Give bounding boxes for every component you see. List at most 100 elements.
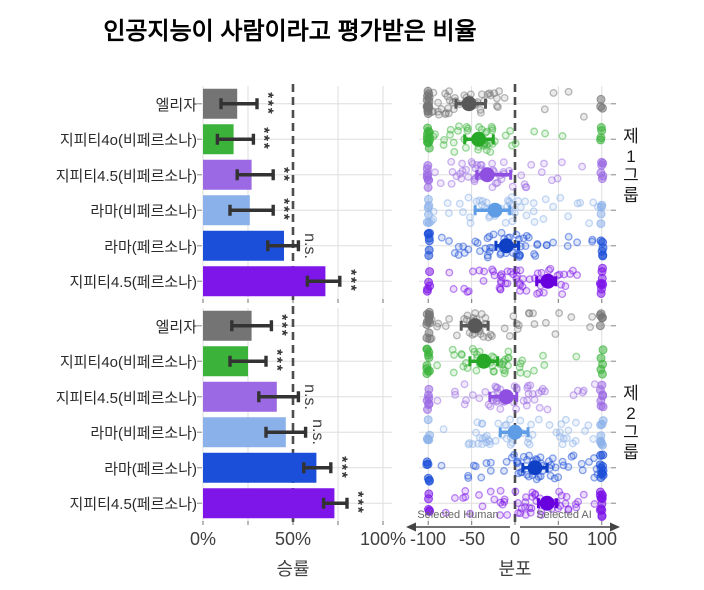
- scatter-point: [433, 361, 442, 370]
- axis-title-distribution: 분포: [498, 559, 532, 579]
- scatter-point: [573, 386, 582, 395]
- x-tick-label: 50: [547, 529, 569, 549]
- scatter-point: [571, 418, 580, 427]
- scatter-point: [512, 405, 521, 413]
- scatter-point: [597, 439, 606, 449]
- scatter-point: [595, 385, 605, 395]
- scatter-point: [519, 452, 528, 461]
- scatter-point: [445, 268, 454, 277]
- scatter-point: [485, 232, 494, 241]
- scatter-point: [513, 271, 521, 280]
- scatter-point: [509, 312, 518, 321]
- scatter-point: [467, 157, 476, 166]
- scatter-point: [516, 281, 524, 290]
- scatter-point: [597, 126, 607, 136]
- group-label: 제 1 그 룹: [623, 127, 639, 205]
- scatter-point: [516, 359, 525, 368]
- scatter-point: [517, 171, 526, 180]
- scatter-point: [475, 394, 484, 403]
- scatter-point: [513, 459, 522, 468]
- scatter-point: [539, 288, 548, 297]
- significance-marker: ***: [333, 456, 351, 480]
- scatter-point: [511, 487, 520, 496]
- scatter-point: [474, 439, 482, 448]
- scatter-point: [513, 325, 522, 333]
- scatter-point: [496, 285, 505, 294]
- scatter-point: [564, 462, 573, 471]
- scatter-point: [545, 266, 553, 275]
- scatter-point: [422, 369, 432, 379]
- scatter-point: [489, 367, 498, 376]
- scatter-point: [485, 440, 494, 449]
- scatter-point: [561, 282, 570, 291]
- scatter-point: [447, 179, 456, 188]
- significance-marker: ***: [259, 92, 277, 116]
- direction-label-selected-human: Selected Human: [417, 509, 499, 521]
- scatter-point: [450, 387, 459, 396]
- scatter-point: [516, 416, 525, 425]
- scatter-point: [468, 391, 477, 400]
- scatter-point: [433, 396, 442, 405]
- scatter-point: [460, 380, 469, 389]
- scatter-point: [464, 287, 473, 296]
- scatter-point: [537, 510, 546, 519]
- scatter-point: [564, 232, 573, 241]
- scatter-point: [589, 434, 598, 443]
- scatter-point: [424, 494, 433, 504]
- scatter-point: [458, 159, 467, 168]
- significance-marker: ***: [268, 349, 286, 373]
- scatter-point: [512, 250, 521, 259]
- scatter-point: [464, 471, 473, 480]
- scatter-point: [486, 91, 495, 100]
- scatter-point: [466, 219, 475, 228]
- scatter-point: [508, 182, 517, 191]
- scatter-point: [554, 473, 563, 482]
- scatter-point: [514, 499, 522, 507]
- scatter-point: [461, 487, 470, 495]
- scatter-point: [597, 279, 607, 288]
- scatter-point: [450, 249, 459, 257]
- scatter-point: [598, 313, 607, 323]
- mean-dot: [476, 353, 492, 369]
- category-label: 지피티4.5(비페르소나): [55, 168, 197, 185]
- scatter-point: [481, 433, 490, 442]
- scatter-point: [496, 511, 504, 520]
- scatter-point: [527, 420, 536, 429]
- scatter-point: [557, 158, 566, 167]
- scatter-point: [579, 490, 588, 499]
- category-label: 라마(비페르소나): [90, 425, 197, 442]
- scatter-point: [564, 212, 573, 221]
- scatter-point: [424, 251, 434, 260]
- scatter-point: [598, 450, 608, 460]
- scatter-point: [597, 200, 607, 210]
- mean-dot: [539, 495, 555, 511]
- bar: [203, 488, 335, 519]
- scatter-point: [424, 143, 434, 153]
- scatter-point: [424, 233, 434, 243]
- scatter-point: [596, 209, 606, 219]
- scatter-point: [441, 322, 450, 331]
- scatter-point: [464, 172, 473, 181]
- category-label: 지피티4.5(페르소나): [69, 496, 197, 513]
- scatter-point: [501, 218, 510, 227]
- scatter-point: [506, 126, 515, 135]
- scatter-point: [468, 267, 477, 276]
- scatter-point: [477, 310, 486, 318]
- scatter-point: [561, 415, 570, 424]
- scatter-point: [465, 439, 474, 448]
- scatter-point: [445, 237, 453, 245]
- scatter-point: [478, 419, 486, 428]
- scatter-point: [543, 405, 552, 414]
- scatter-point: [448, 345, 457, 354]
- scatter-point: [466, 509, 475, 518]
- scatter-point: [588, 237, 597, 246]
- scatter-point: [424, 277, 434, 287]
- scatter-point: [596, 353, 606, 363]
- scatter-point: [508, 438, 517, 447]
- scatter-point: [522, 401, 531, 410]
- scatter-point: [501, 131, 510, 140]
- scatter-point: [535, 403, 544, 412]
- category-label: 지피티4o(비페르소나): [59, 354, 197, 371]
